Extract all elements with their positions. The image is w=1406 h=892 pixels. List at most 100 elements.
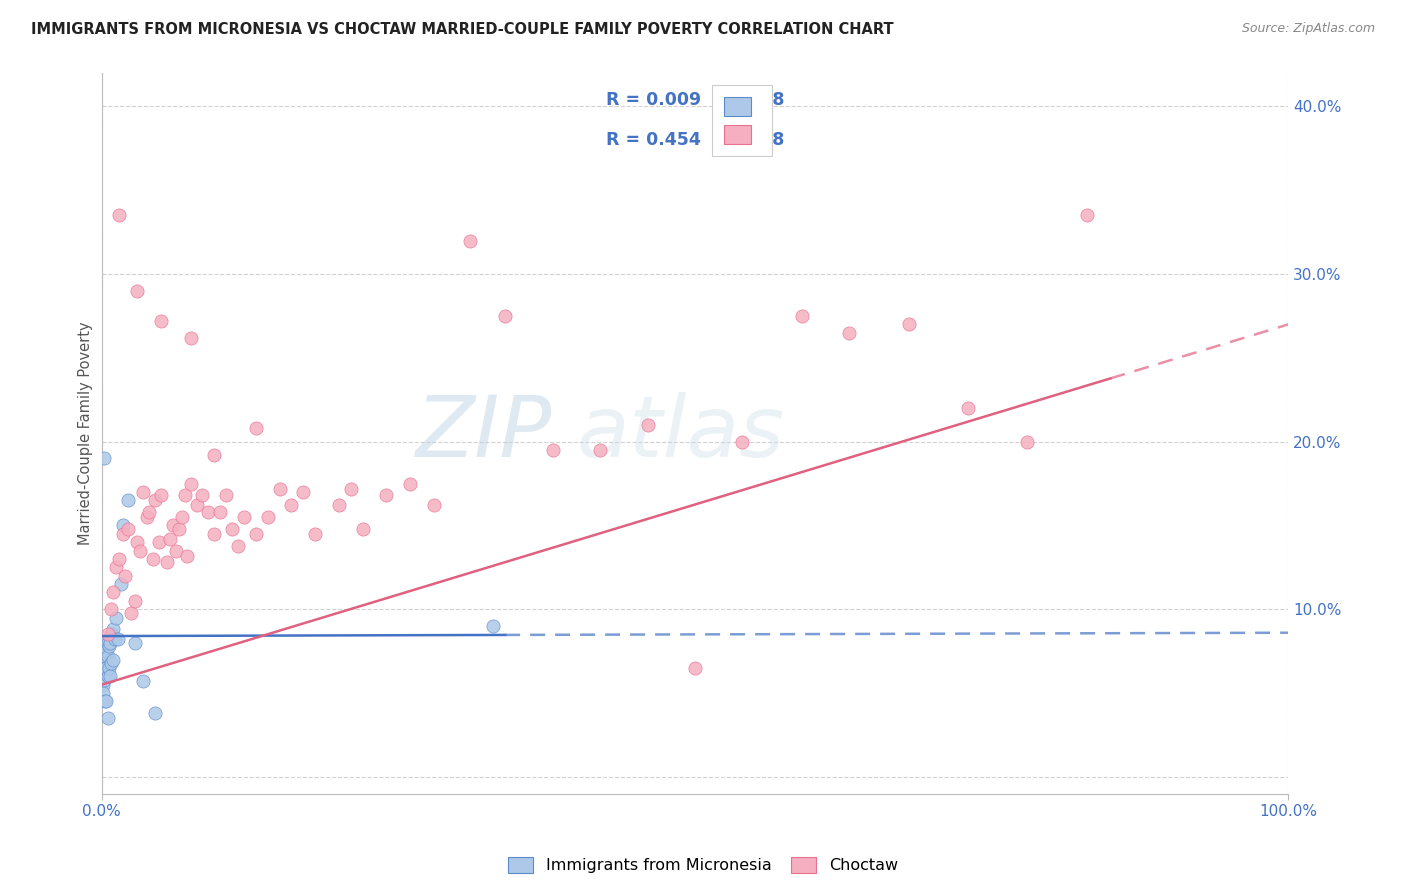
Point bbox=[103, 585, 125, 599]
Point bbox=[124, 594, 146, 608]
Point bbox=[233, 510, 256, 524]
Point bbox=[96, 644, 118, 658]
Point bbox=[127, 284, 149, 298]
Point bbox=[132, 674, 155, 689]
Text: R = 0.009   N = 38: R = 0.009 N = 38 bbox=[606, 91, 785, 109]
Point bbox=[458, 234, 481, 248]
Point bbox=[96, 694, 118, 708]
Point bbox=[375, 488, 398, 502]
Point bbox=[120, 606, 142, 620]
Point bbox=[110, 577, 132, 591]
Point bbox=[352, 522, 374, 536]
Point bbox=[143, 493, 166, 508]
Text: R = 0.454   N = 68: R = 0.454 N = 68 bbox=[606, 131, 785, 149]
Point bbox=[399, 476, 422, 491]
Point bbox=[683, 661, 706, 675]
Point bbox=[104, 560, 127, 574]
Point bbox=[256, 510, 278, 524]
Point bbox=[107, 632, 129, 647]
Point bbox=[215, 488, 238, 502]
Point bbox=[245, 526, 267, 541]
Point bbox=[94, 636, 117, 650]
Point bbox=[96, 661, 118, 675]
Point bbox=[143, 706, 166, 721]
Point bbox=[209, 505, 232, 519]
Point bbox=[197, 505, 219, 519]
Point bbox=[94, 665, 117, 680]
Point bbox=[328, 499, 350, 513]
Point bbox=[202, 526, 225, 541]
Point bbox=[103, 652, 125, 666]
Point bbox=[94, 694, 117, 708]
Point bbox=[100, 656, 122, 670]
Point bbox=[280, 499, 302, 513]
Point bbox=[97, 661, 120, 675]
Point bbox=[93, 649, 115, 664]
Point bbox=[956, 401, 979, 416]
Point bbox=[541, 443, 564, 458]
Point bbox=[202, 448, 225, 462]
Point bbox=[97, 639, 120, 653]
Point bbox=[103, 623, 125, 637]
Point bbox=[148, 535, 170, 549]
Point bbox=[114, 568, 136, 582]
Point bbox=[127, 535, 149, 549]
Point bbox=[117, 522, 139, 536]
Point bbox=[423, 499, 446, 513]
Point bbox=[180, 331, 202, 345]
Point bbox=[132, 485, 155, 500]
Point bbox=[138, 505, 160, 519]
Point bbox=[191, 488, 214, 502]
Point bbox=[731, 434, 754, 449]
Point bbox=[180, 476, 202, 491]
Point bbox=[93, 451, 115, 466]
Point bbox=[226, 539, 249, 553]
Point bbox=[96, 669, 118, 683]
Point bbox=[165, 543, 187, 558]
Point bbox=[96, 636, 118, 650]
Point bbox=[117, 493, 139, 508]
Point bbox=[100, 602, 122, 616]
Point bbox=[96, 649, 118, 664]
Y-axis label: Married-Couple Family Poverty: Married-Couple Family Poverty bbox=[79, 321, 93, 545]
Point bbox=[98, 669, 121, 683]
Text: IMMIGRANTS FROM MICRONESIA VS CHOCTAW MARRIED-COUPLE FAMILY POVERTY CORRELATION : IMMIGRANTS FROM MICRONESIA VS CHOCTAW MA… bbox=[31, 22, 894, 37]
Point bbox=[637, 417, 659, 432]
Point bbox=[96, 711, 118, 725]
Point bbox=[897, 318, 920, 332]
Point bbox=[1017, 434, 1039, 449]
Point bbox=[142, 552, 165, 566]
Point bbox=[176, 549, 198, 563]
Point bbox=[589, 443, 612, 458]
Point bbox=[245, 421, 267, 435]
Text: atlas: atlas bbox=[576, 392, 785, 475]
Point bbox=[101, 627, 124, 641]
Point bbox=[91, 678, 114, 692]
Point bbox=[1076, 209, 1098, 223]
Point bbox=[108, 209, 131, 223]
Point bbox=[790, 309, 813, 323]
Point bbox=[100, 627, 122, 641]
Point bbox=[91, 644, 114, 658]
Legend: , : , bbox=[713, 85, 772, 156]
Point bbox=[156, 555, 179, 569]
Point bbox=[98, 636, 121, 650]
Point bbox=[96, 627, 118, 641]
Point bbox=[111, 518, 134, 533]
Point bbox=[838, 326, 860, 340]
Point bbox=[91, 656, 114, 670]
Point bbox=[304, 526, 326, 541]
Point bbox=[269, 482, 291, 496]
Point bbox=[135, 510, 157, 524]
Point bbox=[149, 488, 172, 502]
Point bbox=[104, 610, 127, 624]
Point bbox=[221, 522, 243, 536]
Text: ZIP: ZIP bbox=[416, 392, 553, 475]
Point bbox=[94, 649, 117, 664]
Point bbox=[340, 482, 363, 496]
Point bbox=[162, 518, 184, 533]
Point bbox=[104, 632, 127, 647]
Point bbox=[172, 510, 194, 524]
Legend: Immigrants from Micronesia, Choctaw: Immigrants from Micronesia, Choctaw bbox=[502, 850, 904, 880]
Text: Source: ZipAtlas.com: Source: ZipAtlas.com bbox=[1241, 22, 1375, 36]
